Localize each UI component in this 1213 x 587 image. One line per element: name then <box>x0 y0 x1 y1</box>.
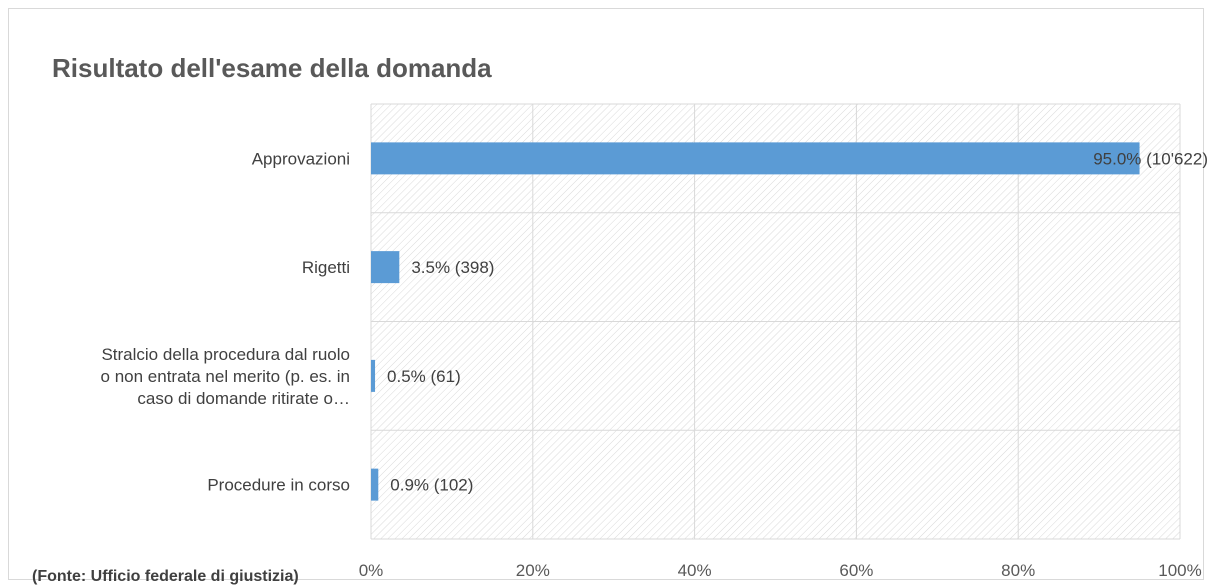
category-label-1: Rigetti <box>302 258 350 277</box>
x-tick-label-3: 60% <box>839 561 873 580</box>
source-note: (Fonte: Ufficio federale di giustizia) <box>32 568 299 585</box>
x-tick-label-0: 0% <box>359 561 384 580</box>
bar-0 <box>371 142 1140 175</box>
data-labels: 95.0% (10'622) 3.5% (398) 0.5% (61) 0.9% (1… <box>387 149 1208 494</box>
bar-1 <box>371 251 400 284</box>
x-axis-tick-labels: 0% 20% 40% 60% 80% 100% <box>359 561 1202 580</box>
gridlines <box>370 103 1181 540</box>
category-label-0: Approvazioni <box>252 149 350 168</box>
bars <box>371 142 1140 501</box>
x-tick-label-1: 20% <box>516 561 550 580</box>
chart-title: Risultato dell'esame della domanda <box>52 53 492 83</box>
category-label-2: Stralcio della procedura dal ruolo o non … <box>101 345 350 408</box>
data-label-2: 0.5% (61) <box>387 367 461 386</box>
data-label-0: 95.0% (10'622) <box>1093 149 1208 168</box>
x-tick-label-4: 80% <box>1001 561 1035 580</box>
x-tick-label-2: 40% <box>678 561 712 580</box>
x-tick-label-5: 100% <box>1158 561 1201 580</box>
category-labels: Approvazioni Rigetti Stralcio della proced… <box>101 149 350 494</box>
bar-3 <box>371 468 379 501</box>
bar-2 <box>371 359 376 392</box>
data-label-1: 3.5% (398) <box>411 258 494 277</box>
data-label-3: 0.9% (102) <box>390 476 473 495</box>
category-label-3: Procedure in corso <box>207 476 350 495</box>
